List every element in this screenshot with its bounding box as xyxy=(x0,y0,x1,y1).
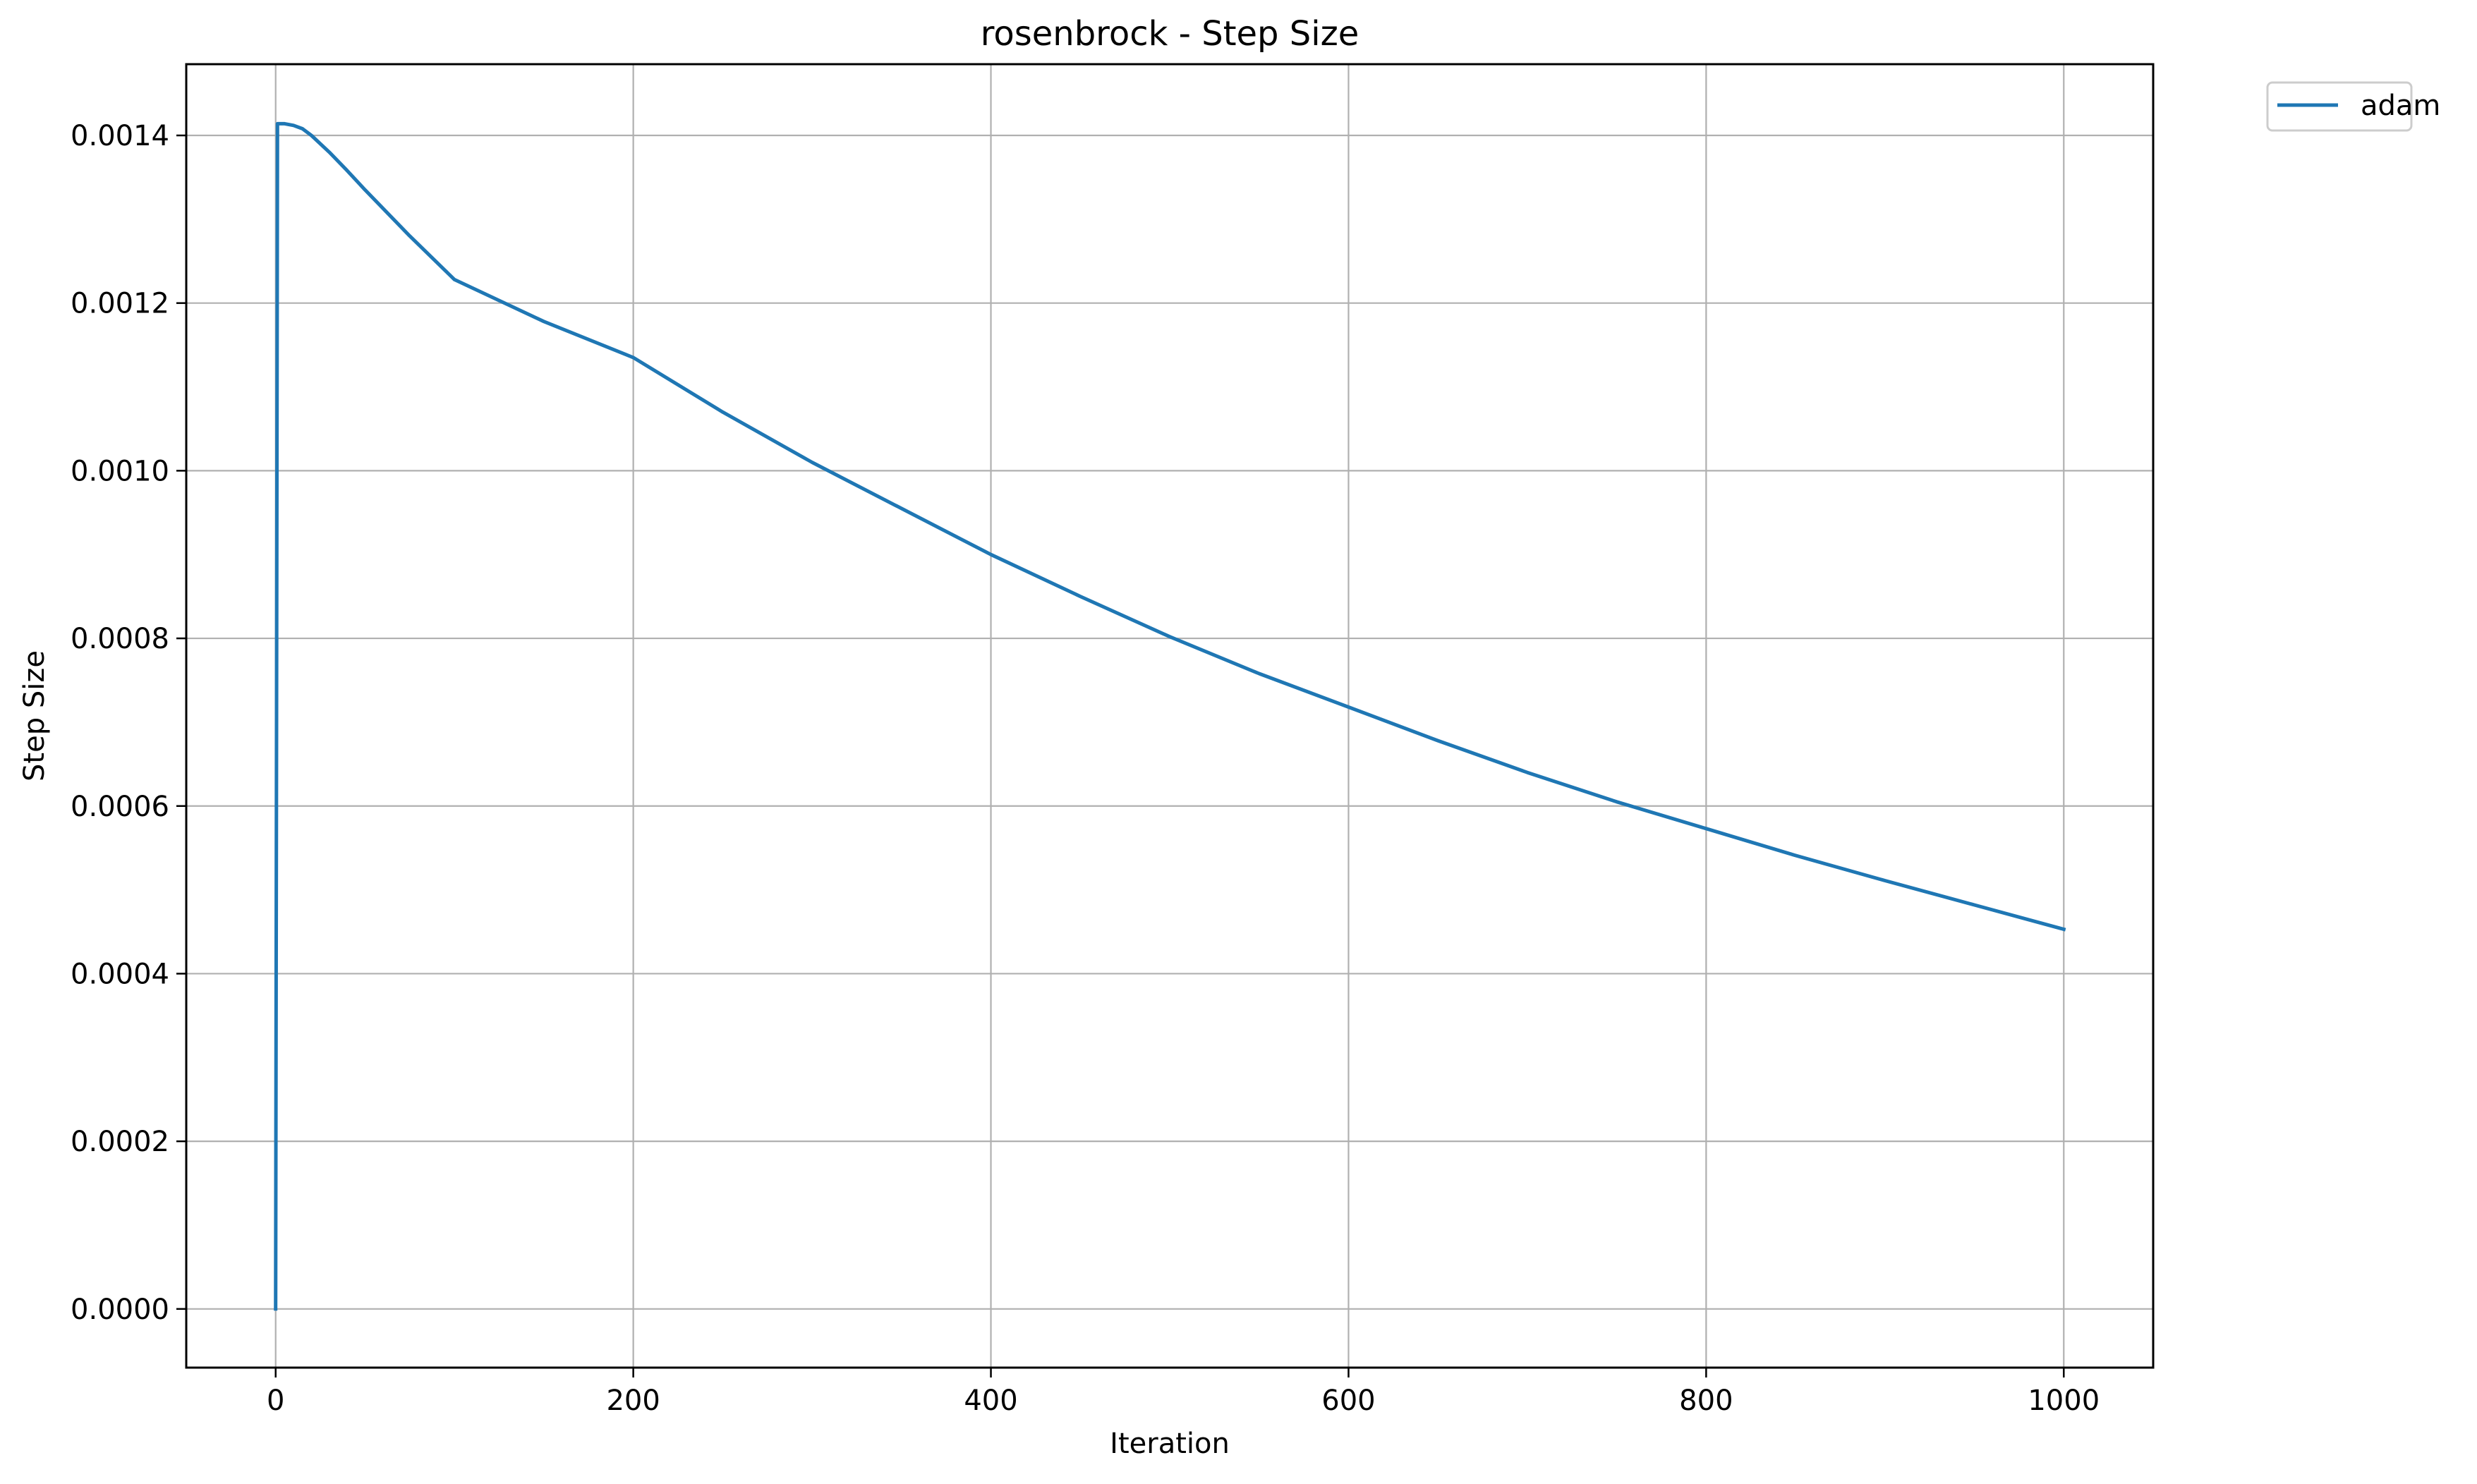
x-tick-label: 1000 xyxy=(2028,1385,2100,1417)
legend-frame xyxy=(2266,81,2413,132)
y-axis-title: Step Size xyxy=(18,650,51,781)
ticks: 0 200 400 600 800 1000 0.0000 0.0002 0.0004 0.000… xyxy=(71,120,2100,1417)
series-line-adam xyxy=(274,121,2066,1311)
plot-frame xyxy=(185,63,2155,1369)
x-tick-label: 600 xyxy=(1321,1385,1375,1417)
y-tick-label: 0.0008 xyxy=(71,623,169,655)
y-tick-label: 0.0010 xyxy=(71,455,169,487)
y-tick-label: 0.0004 xyxy=(71,958,169,990)
y-tick-label: 0.0012 xyxy=(71,288,169,320)
grid xyxy=(186,64,2153,1368)
y-tick-label: 0.0006 xyxy=(71,791,169,823)
y-tick-label: 0.0002 xyxy=(71,1126,169,1158)
y-tick-label: 0.0014 xyxy=(71,120,169,152)
series-layer xyxy=(274,121,2066,1311)
x-axis-title: Iteration xyxy=(1110,1428,1230,1460)
chart-title: rosenbrock - Step Size xyxy=(981,14,1359,54)
y-tick-label: 0.0000 xyxy=(71,1294,169,1326)
legend-label-adam: adam xyxy=(2361,90,2440,122)
x-tick-label: 0 xyxy=(267,1385,284,1417)
x-tick-label: 200 xyxy=(606,1385,660,1417)
x-tick-label: 800 xyxy=(1679,1385,1733,1417)
legend: adam xyxy=(2266,81,2440,132)
x-tick-label: 400 xyxy=(964,1385,1017,1417)
